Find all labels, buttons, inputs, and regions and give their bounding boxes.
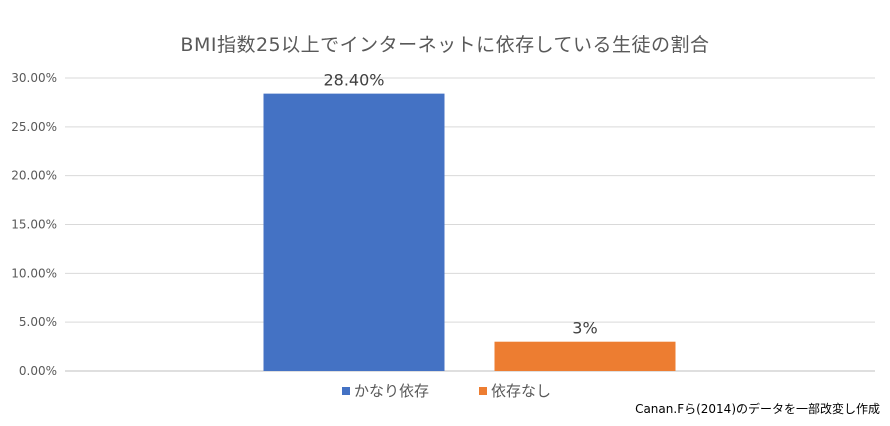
source-note: Canan.Fら(2014)のデータを一部改変し作成: [635, 402, 880, 416]
data-labels: 28.40% 3%: [323, 71, 597, 338]
y-axis-ticks: 0.00% 5.00% 10.00% 15.00% 20.00% 25.00% 30.00%: [11, 71, 57, 378]
y-tick-label: 30.00%: [11, 71, 57, 85]
bars: [263, 93, 676, 372]
legend-label: かなり依存: [354, 382, 429, 400]
legend-label: 依存なし: [491, 382, 551, 400]
legend-swatch: [479, 387, 487, 395]
bar-heavy-dependence: [263, 93, 445, 372]
y-tick-label: 25.00%: [11, 120, 57, 134]
bar-data-label: 28.40%: [323, 71, 384, 90]
y-tick-label: 15.00%: [11, 218, 57, 232]
bar-data-label: 3%: [572, 319, 597, 338]
y-tick-label: 0.00%: [19, 364, 57, 378]
y-tick-label: 10.00%: [11, 266, 57, 280]
legend-swatch: [342, 387, 350, 395]
gridlines: [65, 77, 875, 372]
bar-no-dependence: [494, 341, 676, 371]
y-tick-label: 20.00%: [11, 169, 57, 183]
chart-title: BMI指数25以上でインターネットに依存している生徒の割合: [180, 34, 710, 56]
legend: かなり依存 依存なし: [342, 382, 551, 400]
y-tick-label: 5.00%: [19, 315, 57, 329]
